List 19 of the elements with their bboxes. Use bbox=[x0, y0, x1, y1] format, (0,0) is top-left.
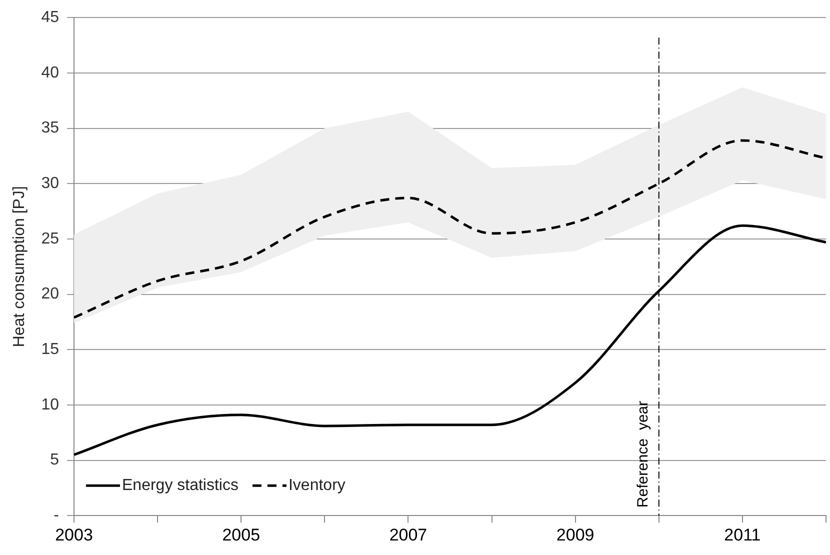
y-tick-label: 20 bbox=[41, 286, 60, 303]
y-tick-label: 45 bbox=[41, 9, 60, 26]
y-tick-label: - bbox=[54, 507, 59, 524]
x-tick-label: 2007 bbox=[389, 525, 428, 544]
x-tick-label: 2009 bbox=[556, 525, 594, 544]
y-tick-label: 15 bbox=[41, 341, 60, 358]
y-tick-label: 25 bbox=[41, 230, 60, 248]
y-tick-label: 40 bbox=[41, 64, 60, 82]
x-tick-label: 2005 bbox=[222, 525, 260, 544]
y-axis-title: Heat consumption [PJ] bbox=[11, 186, 28, 348]
x-tick-label: 2003 bbox=[55, 525, 93, 544]
y-tick-label: 5 bbox=[50, 452, 60, 469]
y-tick-label: 30 bbox=[41, 175, 60, 192]
y-tick-label: 35 bbox=[41, 120, 60, 137]
ref-line-label: Reference year bbox=[634, 400, 652, 508]
y-tick-label: 10 bbox=[41, 396, 60, 414]
x-tick-label: 2011 bbox=[724, 525, 761, 544]
legend-label: Energy statistics bbox=[122, 477, 238, 494]
legend-label: Iventory bbox=[288, 477, 346, 494]
